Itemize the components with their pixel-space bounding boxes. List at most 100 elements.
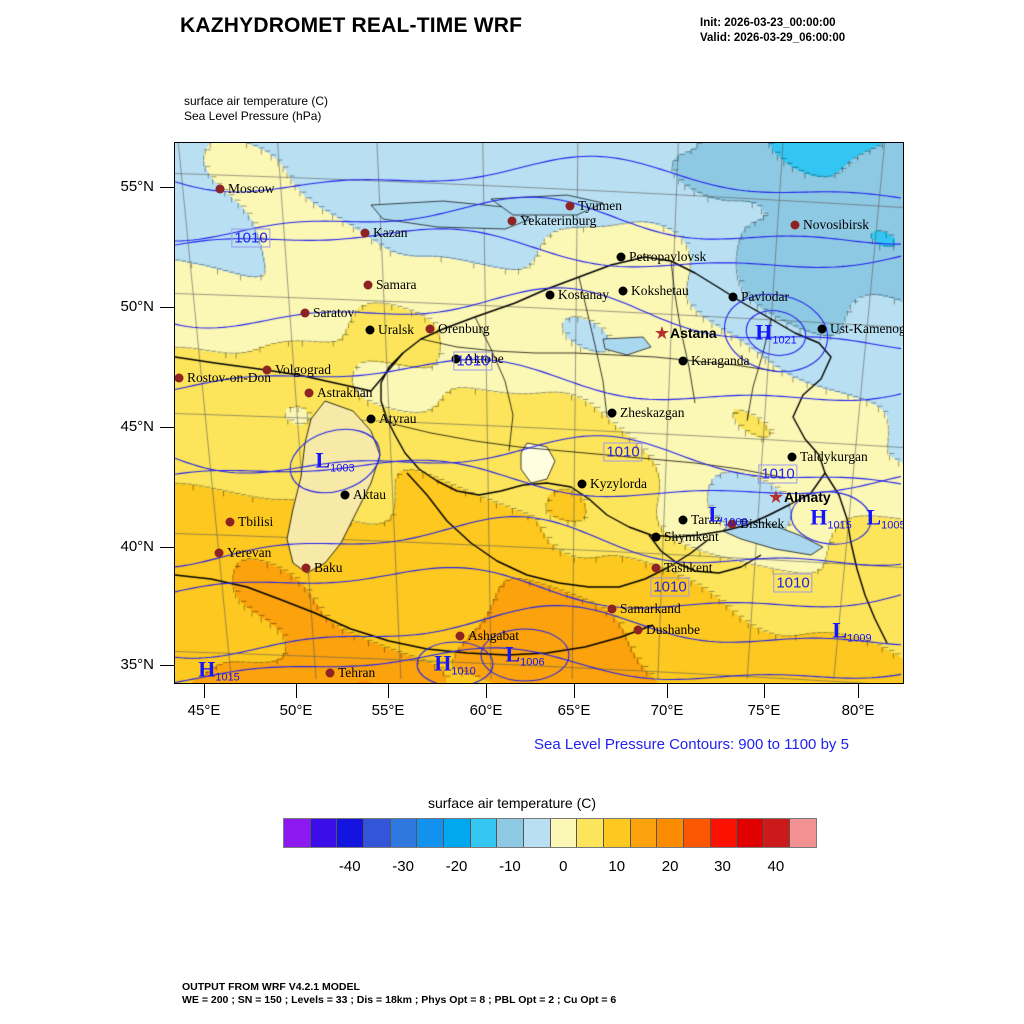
city-marker	[787, 452, 797, 462]
init-time: Init: 2026-03-23_00:00:00	[700, 17, 836, 29]
city-marker	[727, 519, 737, 529]
colorbar-cell-9	[523, 819, 551, 847]
lat-tick-mark	[160, 427, 174, 428]
city-marker	[678, 356, 688, 366]
lon-label-60°E: 60°E	[469, 702, 503, 719]
colorbar-tick-40: 40	[767, 858, 785, 875]
colorbar	[283, 818, 817, 848]
city-label-bishkek: Bishkek	[740, 516, 785, 531]
city-label-tashkent: Tashkent	[664, 560, 713, 575]
city-marker	[651, 563, 661, 573]
lat-tick-mark	[160, 187, 174, 188]
footer-line-model: OUTPUT FROM WRF V4.2.1 MODEL	[182, 981, 360, 993]
page-title: KAZHYDROMET REAL-TIME WRF	[180, 14, 523, 37]
weather-map[interactable]: Moscow Kazan Yekaterinburg Tyumen Novosibirs…	[174, 142, 904, 684]
city-label-aktau: Aktau	[353, 487, 386, 502]
city-marker	[607, 408, 617, 418]
colorbar-ticks: -40 -30 -20 -10 0 10 20 30 40	[283, 858, 817, 884]
contour-caption: Sea Level Pressure Contours: 900 to 1100…	[534, 736, 849, 753]
field-label-temperature: surface air temperature (C)	[184, 94, 329, 108]
city-marker	[300, 308, 310, 318]
lon-label-80°E: 80°E	[841, 702, 875, 719]
city-label-samarkand: Samarkand	[620, 601, 681, 616]
low-pressure-center: L1006	[505, 641, 545, 669]
city-label-atyrau: Atyrau	[379, 411, 417, 426]
city-label-baku: Baku	[314, 560, 343, 575]
lon-label-75°E: 75°E	[747, 702, 781, 719]
city-label-yerevan: Yerevan	[227, 545, 272, 560]
city-label-novosibirsk: Novosibirsk	[803, 217, 870, 232]
colorbar-title: surface air temperature (C)	[427, 795, 597, 811]
city-label-zheskazgan: Zheskazgan	[620, 405, 685, 420]
city-label-tbilisi: Tbilisi	[238, 514, 274, 529]
colorbar-tick-10: 10	[608, 858, 626, 875]
colorbar-cell-1	[310, 819, 338, 847]
isobar-label: 1010	[773, 573, 813, 593]
lon-tick-mark	[667, 684, 668, 698]
city-marker	[607, 604, 617, 614]
city-label-pavlodar: Pavlodar	[741, 289, 789, 304]
colorbar-cell-7	[470, 819, 498, 847]
lon-tick-mark	[764, 684, 765, 698]
model-footer: OUTPUT FROM WRF V4.2.1 MODEL WE = 200 ; …	[182, 981, 616, 1007]
high-pressure-center: H1015	[198, 656, 240, 684]
city-marker	[545, 290, 555, 300]
colorbar-tick--30: -30	[392, 858, 414, 875]
colorbar-cell-19	[790, 819, 817, 847]
isobar-label: 1010	[231, 228, 271, 248]
lon-label-70°E: 70°E	[650, 702, 684, 719]
lon-label-45°E: 45°E	[187, 702, 221, 719]
low-pressure-center: L1008	[708, 501, 748, 529]
city-marker	[455, 631, 465, 641]
city-label-samara: Samara	[376, 277, 417, 292]
lon-tick-mark	[204, 684, 205, 698]
lat-label-40°N: 40°N	[120, 538, 154, 555]
isobar-label: 1010	[758, 464, 798, 484]
city-label-orenburg: Orenburg	[438, 321, 490, 336]
city-marker	[363, 280, 373, 290]
city-label-almaty: Almaty	[784, 489, 831, 505]
lat-tick-mark	[160, 547, 174, 548]
colorbar-tick-20: 20	[661, 858, 679, 875]
city-label-volgograd: Volgograd	[275, 362, 331, 377]
field-label-pressure: Sea Level Pressure (hPa)	[184, 109, 322, 123]
lat-label-35°N: 35°N	[120, 656, 154, 673]
city-marker	[651, 532, 661, 542]
colorbar-cell-2	[337, 819, 364, 847]
lat-tick-mark	[160, 665, 174, 666]
city-label-tehran: Tehran	[338, 665, 376, 680]
colorbar-cell-0	[284, 819, 311, 847]
colorbar-cell-13	[630, 819, 658, 847]
colorbar-cell-18	[763, 819, 791, 847]
colorbar-tick-30: 30	[714, 858, 731, 875]
colorbar-cell-15	[683, 819, 711, 847]
city-marker	[365, 325, 375, 335]
city-label-astana: Astana	[670, 325, 717, 341]
city-marker	[262, 365, 272, 375]
city-label-ust-kamenogorsk: Ust-Kamenogorsk	[830, 321, 904, 336]
field-labels: surface air temperature (C) Sea Level Pr…	[184, 94, 328, 124]
city-marker	[214, 548, 224, 558]
colorbar-cell-4	[390, 819, 418, 847]
city-label-ashgabat: Ashgabat	[468, 628, 519, 643]
isobar-label: 1010	[453, 351, 493, 371]
city-marker	[577, 479, 587, 489]
footer-line-config: WE = 200 ; SN = 150 ; Levels = 33 ; Dis …	[182, 994, 617, 1006]
city-marker	[728, 292, 738, 302]
city-label-dushanbe: Dushanbe	[646, 622, 700, 637]
city-marker	[678, 515, 688, 525]
city-label-astrakhan: Astrakhan	[317, 385, 373, 400]
city-marker	[304, 388, 314, 398]
colorbar-tick-0: 0	[559, 858, 568, 875]
city-marker	[360, 228, 370, 238]
colorbar-cell-8	[497, 819, 524, 847]
isobar-label: 1010	[650, 577, 690, 597]
city-label-kazan: Kazan	[373, 225, 408, 240]
city-marker	[175, 373, 184, 383]
city-label-saratov: Saratov	[313, 305, 355, 320]
capital-star-icon: ★	[767, 487, 785, 507]
lat-label-55°N: 55°N	[120, 178, 154, 195]
colorbar-cell-11	[577, 819, 604, 847]
lon-tick-mark	[388, 684, 389, 698]
city-marker	[215, 184, 225, 194]
